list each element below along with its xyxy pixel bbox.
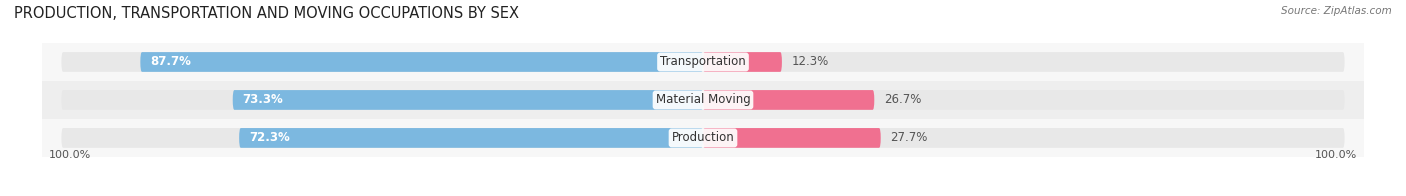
Text: Transportation: Transportation — [661, 55, 745, 68]
FancyBboxPatch shape — [233, 90, 703, 110]
Text: 100.0%: 100.0% — [1315, 150, 1357, 160]
Text: Material Moving: Material Moving — [655, 93, 751, 106]
Bar — [42, 119, 1364, 157]
Bar — [42, 43, 1364, 81]
Text: 100.0%: 100.0% — [49, 150, 91, 160]
Text: 72.3%: 72.3% — [249, 132, 290, 144]
FancyBboxPatch shape — [703, 128, 880, 148]
Text: 87.7%: 87.7% — [150, 55, 191, 68]
Text: 26.7%: 26.7% — [884, 93, 921, 106]
FancyBboxPatch shape — [62, 128, 1344, 148]
Text: 27.7%: 27.7% — [890, 132, 928, 144]
FancyBboxPatch shape — [62, 52, 1344, 72]
FancyBboxPatch shape — [703, 52, 782, 72]
FancyBboxPatch shape — [239, 128, 703, 148]
Bar — [42, 81, 1364, 119]
Text: 73.3%: 73.3% — [242, 93, 283, 106]
Text: PRODUCTION, TRANSPORTATION AND MOVING OCCUPATIONS BY SEX: PRODUCTION, TRANSPORTATION AND MOVING OC… — [14, 6, 519, 21]
Text: 12.3%: 12.3% — [792, 55, 828, 68]
FancyBboxPatch shape — [62, 90, 1344, 110]
FancyBboxPatch shape — [703, 90, 875, 110]
Text: Production: Production — [672, 132, 734, 144]
FancyBboxPatch shape — [141, 52, 703, 72]
Text: Source: ZipAtlas.com: Source: ZipAtlas.com — [1281, 6, 1392, 16]
